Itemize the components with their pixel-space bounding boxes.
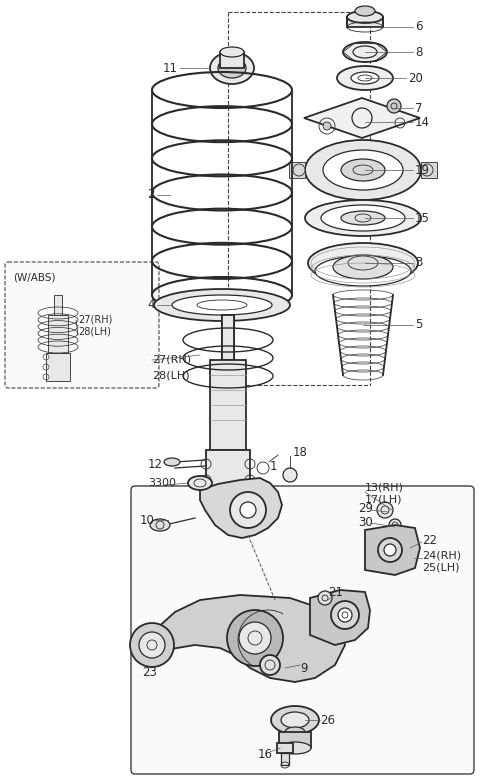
Ellipse shape <box>347 11 383 23</box>
Circle shape <box>378 538 402 562</box>
Text: 11: 11 <box>163 62 178 74</box>
Text: 27(RH): 27(RH) <box>152 355 191 365</box>
Text: 19: 19 <box>415 163 430 177</box>
Circle shape <box>384 544 396 556</box>
Text: 5: 5 <box>415 319 422 331</box>
Text: 7: 7 <box>415 102 422 115</box>
Text: 6: 6 <box>415 20 422 34</box>
Text: 27(RH): 27(RH) <box>78 315 112 325</box>
Bar <box>220 52 244 68</box>
Ellipse shape <box>279 742 311 754</box>
Polygon shape <box>152 595 345 682</box>
Text: 2: 2 <box>147 188 155 201</box>
Ellipse shape <box>154 289 290 321</box>
Circle shape <box>130 623 174 667</box>
FancyBboxPatch shape <box>131 486 474 774</box>
Bar <box>206 450 250 505</box>
Ellipse shape <box>271 706 319 734</box>
Text: 14: 14 <box>415 116 430 129</box>
Bar <box>347 17 383 27</box>
Text: 20: 20 <box>408 72 423 84</box>
Text: 29: 29 <box>358 501 373 515</box>
Ellipse shape <box>341 211 385 225</box>
FancyBboxPatch shape <box>5 262 159 388</box>
Ellipse shape <box>337 66 393 90</box>
Text: 23: 23 <box>143 665 157 679</box>
Bar <box>48 315 68 353</box>
Ellipse shape <box>305 140 421 200</box>
Bar <box>210 360 246 450</box>
Circle shape <box>239 622 271 654</box>
Ellipse shape <box>333 255 393 279</box>
Circle shape <box>240 502 256 518</box>
Ellipse shape <box>323 150 403 190</box>
Circle shape <box>139 632 165 658</box>
Bar <box>421 162 437 178</box>
Circle shape <box>323 122 331 130</box>
Bar <box>46 353 70 381</box>
Text: 28(LH): 28(LH) <box>78 327 111 337</box>
Circle shape <box>283 468 297 482</box>
Text: 26: 26 <box>320 714 335 726</box>
Text: 8: 8 <box>415 45 422 59</box>
Ellipse shape <box>210 52 254 84</box>
Text: 3300: 3300 <box>148 478 176 488</box>
Ellipse shape <box>305 200 421 236</box>
Bar <box>54 295 62 315</box>
Circle shape <box>227 610 283 666</box>
Ellipse shape <box>281 712 309 728</box>
Text: 13(RH): 13(RH) <box>365 483 404 493</box>
Ellipse shape <box>285 727 305 737</box>
Circle shape <box>338 608 352 622</box>
Ellipse shape <box>164 458 180 466</box>
Text: 24(RH): 24(RH) <box>422 550 461 560</box>
Text: 10: 10 <box>140 513 155 526</box>
Text: 12: 12 <box>148 458 163 470</box>
Ellipse shape <box>355 6 375 16</box>
Bar <box>279 732 311 748</box>
Text: 22: 22 <box>422 533 437 547</box>
Text: 17(LH): 17(LH) <box>365 495 403 505</box>
Ellipse shape <box>343 42 387 62</box>
Circle shape <box>377 502 393 518</box>
Bar <box>281 753 289 765</box>
Text: 18: 18 <box>293 445 308 458</box>
Ellipse shape <box>315 256 411 286</box>
Ellipse shape <box>308 243 418 283</box>
Ellipse shape <box>150 519 170 531</box>
Text: 25(LH): 25(LH) <box>422 563 459 573</box>
Ellipse shape <box>188 476 212 490</box>
Text: 9: 9 <box>300 662 308 675</box>
Circle shape <box>389 519 401 531</box>
Ellipse shape <box>220 47 244 57</box>
Bar <box>289 162 305 178</box>
Circle shape <box>260 655 280 675</box>
Ellipse shape <box>172 295 272 315</box>
Circle shape <box>387 99 401 113</box>
Text: 28(LH): 28(LH) <box>152 370 190 380</box>
Text: 21: 21 <box>328 587 343 600</box>
Bar <box>222 315 234 360</box>
Circle shape <box>318 591 332 605</box>
Text: (W/ABS): (W/ABS) <box>13 272 56 282</box>
Bar <box>277 743 293 753</box>
Ellipse shape <box>218 58 246 78</box>
Polygon shape <box>310 590 370 645</box>
Ellipse shape <box>341 159 385 181</box>
Polygon shape <box>304 98 420 138</box>
Ellipse shape <box>351 72 379 84</box>
Polygon shape <box>200 478 282 538</box>
Circle shape <box>331 601 359 629</box>
Circle shape <box>230 492 266 528</box>
Text: 30: 30 <box>358 515 373 529</box>
Text: 4: 4 <box>147 298 155 312</box>
Polygon shape <box>365 525 420 575</box>
Text: 1: 1 <box>270 459 277 473</box>
Text: 3: 3 <box>415 256 422 269</box>
Text: 16: 16 <box>257 748 273 761</box>
Ellipse shape <box>321 205 405 231</box>
Text: 15: 15 <box>415 212 430 224</box>
